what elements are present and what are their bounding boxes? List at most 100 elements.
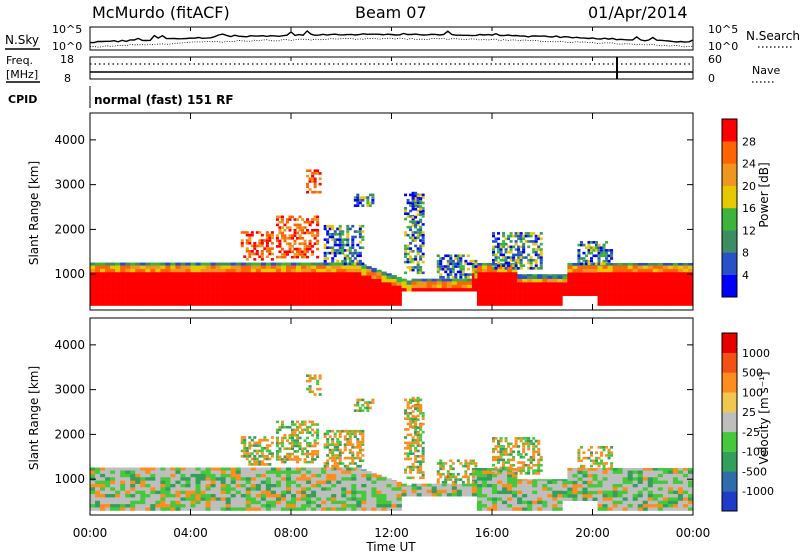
heatmap-cell	[542, 507, 548, 511]
heatmap-cell	[512, 292, 518, 296]
heatmap-cell	[486, 285, 493, 290]
heatmap-cell	[293, 223, 297, 227]
heatmap-cell	[328, 235, 332, 239]
heatmap-cell	[419, 239, 423, 242]
heatmap-cell	[298, 425, 302, 429]
heatmap-cell	[421, 486, 427, 490]
heatmap-cell	[105, 490, 111, 495]
heatmap-cell	[514, 234, 518, 238]
heatmap-cell	[627, 483, 634, 488]
heatmap-cell	[652, 275, 659, 279]
heatmap-cell	[275, 452, 279, 456]
colorbar-frame	[721, 118, 738, 298]
heatmap-cell	[454, 480, 458, 484]
heatmap-cell	[361, 443, 365, 446]
heatmap-cell	[486, 282, 493, 286]
heatmap-cell	[607, 451, 611, 455]
heatmap-cell	[346, 230, 350, 233]
heatmap-cell	[421, 252, 425, 256]
heatmap-cell	[507, 295, 513, 300]
heatmap-cell	[341, 470, 347, 474]
heatmap-cell	[125, 302, 131, 306]
heatmap-cell	[537, 503, 543, 508]
heatmap-cell	[255, 302, 262, 306]
heatmap-cell	[333, 241, 337, 244]
heatmap-cell	[456, 281, 463, 285]
heatmap-cell	[539, 267, 543, 270]
heatmap-cell	[230, 467, 237, 471]
heatmap-cell	[105, 292, 111, 296]
heatmap-cell	[512, 271, 518, 276]
heatmap-cell	[534, 250, 538, 254]
heatmap-cell	[316, 172, 320, 175]
heatmap-cell	[657, 288, 664, 293]
heatmap-cell	[95, 480, 101, 484]
heatmap-cell	[642, 473, 649, 478]
heatmap-cell	[328, 251, 332, 255]
heatmap-cell	[331, 480, 337, 484]
heatmap-cell	[497, 268, 503, 273]
heatmap-cell	[381, 487, 387, 491]
heatmap-cell	[356, 271, 362, 276]
heatmap-cell	[509, 234, 513, 238]
heatmap-cell	[411, 465, 415, 469]
heatmap-cell	[492, 262, 498, 266]
nsearch-trace	[89, 37, 694, 48]
heatmap-cell	[275, 271, 282, 276]
heatmap-cell	[245, 497, 252, 501]
heatmap-cell	[185, 285, 191, 290]
heatmap-cell	[200, 275, 206, 279]
heatmap-cell	[225, 292, 232, 296]
heatmap-cell	[539, 455, 543, 459]
heatmap-cell	[416, 223, 420, 226]
heatmap-cell	[642, 470, 649, 474]
heatmap-cell	[446, 281, 453, 285]
heatmap-cell	[346, 467, 350, 471]
heatmap-cell	[311, 302, 317, 306]
heatmap-cell	[120, 483, 126, 488]
heatmap-cell	[125, 295, 131, 300]
heatmap-cell	[275, 295, 282, 300]
heatmap-cell	[471, 259, 475, 263]
heatmap-cell	[386, 278, 392, 283]
heatmap-cell	[155, 285, 161, 290]
heatmap-cell	[210, 282, 216, 286]
heatmap-cell	[539, 250, 543, 254]
heatmap-cell	[263, 239, 267, 242]
heatmap-cell	[592, 459, 596, 463]
heatmap-cell	[291, 275, 297, 279]
heatmap-cell	[296, 455, 300, 459]
heatmap-cell	[285, 268, 292, 273]
heatmap-cell	[386, 500, 392, 505]
heatmap-cell	[492, 483, 498, 488]
heatmap-cell	[532, 503, 538, 508]
heatmap-cell	[270, 470, 277, 474]
heatmap-cell	[326, 298, 332, 303]
heatmap-cell	[255, 452, 259, 455]
heatmap-cell	[190, 483, 196, 488]
heatmap-cell	[371, 267, 377, 269]
heatmap-cell	[260, 282, 267, 286]
heatmap-cell	[577, 272, 583, 276]
heatmap-cell	[414, 231, 418, 234]
heatmap-cell	[481, 467, 488, 471]
heatmap-cell	[195, 473, 201, 478]
heatmap-cell	[687, 480, 694, 484]
heatmap-cell	[361, 409, 365, 412]
heatmap-cell	[451, 287, 458, 292]
heatmap-cell	[652, 295, 659, 300]
heatmap-cell	[512, 497, 518, 501]
heatmap-cell	[595, 451, 599, 455]
heatmap-cell	[600, 249, 604, 252]
heatmap-cell	[371, 193, 375, 197]
heatmap-cell	[280, 237, 284, 240]
heatmap-cell	[336, 298, 342, 303]
heatmap-cell	[416, 236, 420, 240]
heatmap-cell	[331, 275, 337, 279]
heatmap-cell	[160, 285, 166, 290]
heatmap-cell	[338, 454, 342, 457]
heatmap-cell	[303, 255, 307, 259]
heatmap-cell	[552, 295, 558, 300]
heatmap-cell	[587, 497, 593, 501]
heatmap-cell	[672, 275, 679, 279]
